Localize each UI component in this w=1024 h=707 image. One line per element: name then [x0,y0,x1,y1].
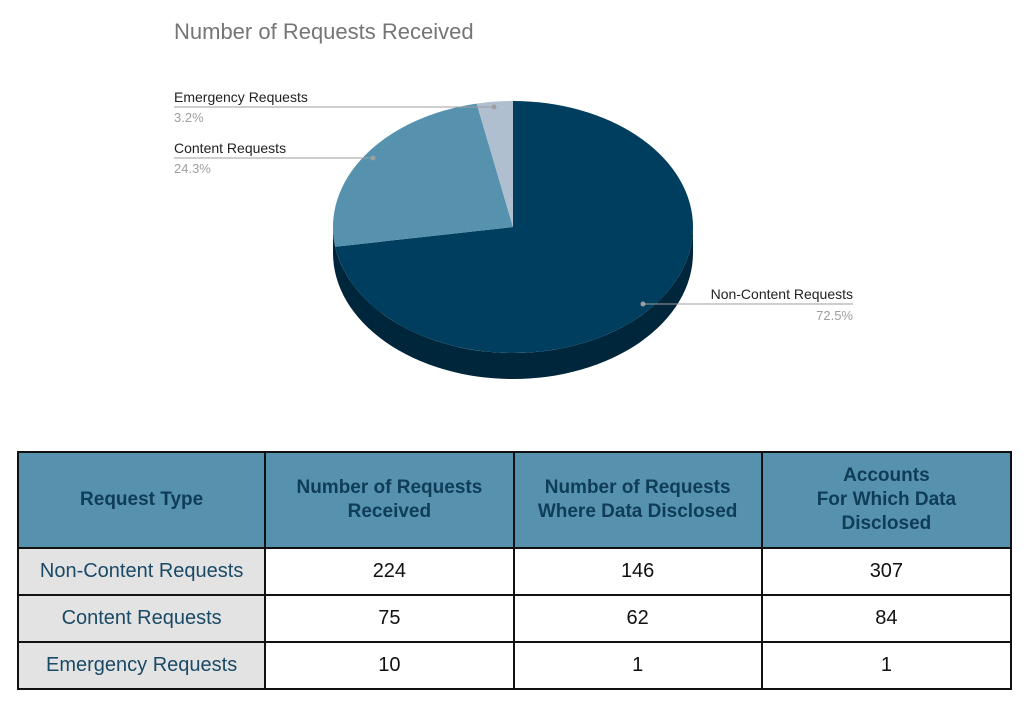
callout-non-content-requests: Non-Content Requests 72.5% [640,286,853,323]
pie-slice-non-content-requests [335,101,693,353]
callout-content-requests: Content Requests 24.3% [174,140,376,176]
chart-title: Number of Requests Received [174,19,474,44]
header-accounts-disclosed: Accounts For Which Data Disclosed [760,451,1013,549]
slice-pct-emergency: 3.2% [174,110,204,125]
leader-dot-non-content [640,301,646,307]
cell-received: 75 [264,594,515,643]
requests-table: Request Type Number of Requests Received… [16,451,1013,690]
cell-received: 10 [264,641,515,690]
cell-request-type: Emergency Requests [16,641,267,690]
cell-disclosed: 62 [512,594,763,643]
slice-label-non-content: Non-Content Requests [711,286,853,302]
leader-dot-content [370,155,376,161]
cell-request-type: Non-Content Requests [16,547,267,596]
slice-label-emergency: Emergency Requests [174,89,308,105]
cell-accounts: 1 [760,641,1013,690]
callout-emergency-requests: Emergency Requests 3.2% [174,89,497,125]
pie-depth-band [333,227,693,379]
cell-accounts: 84 [760,594,1013,643]
pie-chart: Number of Requests Received Emergency Re… [174,19,853,379]
header-request-type: Request Type [16,451,267,549]
pie-depth [333,227,693,379]
slice-label-content: Content Requests [174,140,286,156]
cell-received: 224 [264,547,515,596]
table-row: Emergency Requests 10 1 1 [16,641,1013,690]
pie-slices [333,101,693,353]
cell-request-type: Content Requests [16,594,267,643]
slice-pct-content: 24.3% [174,161,211,176]
leader-dot-emergency [491,104,497,110]
table-header-row: Request Type Number of Requests Received… [16,451,1013,549]
header-data-disclosed: Number of Requests Where Data Disclosed [512,451,763,549]
slice-pct-non-content: 72.5% [816,308,853,323]
cell-accounts: 307 [760,547,1013,596]
table-row: Non-Content Requests 224 146 307 [16,547,1013,596]
pie-slice-content-requests [333,103,513,247]
pie-slice-emergency-requests [476,101,513,227]
cell-disclosed: 146 [512,547,763,596]
table-row: Content Requests 75 62 84 [16,594,1013,643]
header-requests-received: Number of Requests Received [264,451,515,549]
cell-disclosed: 1 [512,641,763,690]
